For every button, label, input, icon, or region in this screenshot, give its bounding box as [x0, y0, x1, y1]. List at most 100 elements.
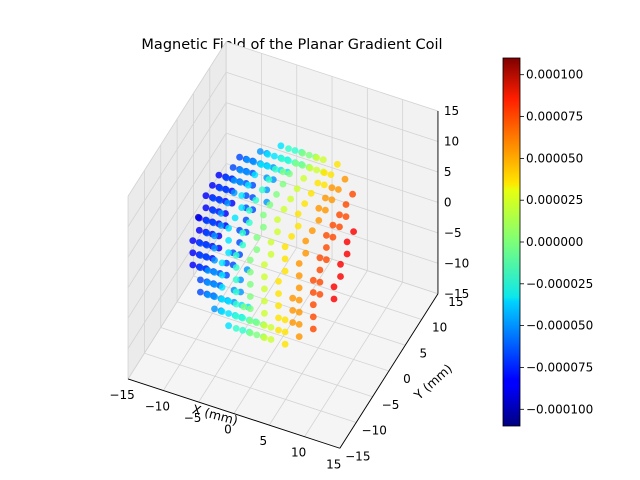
data-point: [275, 290, 282, 297]
data-point: [316, 291, 324, 298]
z-tick-label: −10: [444, 256, 469, 270]
data-point: [301, 200, 309, 208]
back-grid-z: [226, 41, 439, 112]
data-point: [230, 177, 238, 184]
data-point: [250, 158, 258, 166]
data-point: [245, 207, 253, 214]
data-point: [211, 305, 218, 313]
data-point: [211, 232, 218, 240]
data-point: [293, 185, 301, 193]
data-point: [239, 326, 247, 334]
data-point: [320, 181, 328, 189]
data-point: [189, 237, 197, 245]
data-point: [225, 237, 233, 244]
colorbar: −0.000100 −0.000075 −0.000050 −0.000025 0.00…: [502, 57, 593, 427]
data-point: [257, 161, 265, 169]
z-tick-label: 0: [444, 195, 452, 209]
data-point: [253, 319, 261, 327]
data-point: [243, 168, 251, 176]
data-point: [197, 264, 204, 272]
data-point: [225, 224, 233, 232]
data-point: [203, 229, 211, 237]
chart-title: Magnetic Field of the Planar Gradient Co…: [141, 37, 442, 53]
data-point: [217, 222, 225, 229]
data-point: [341, 175, 349, 183]
data-point: [323, 232, 330, 239]
data-point: [316, 266, 324, 274]
colorbar-tick-label: −0.000025: [526, 277, 593, 291]
data-point: [319, 156, 327, 164]
z-tick-label: 10: [444, 135, 459, 149]
x-tick-label: 10: [291, 446, 306, 460]
data-point: [195, 214, 203, 222]
data-point: [313, 166, 321, 174]
y-axis-label: Y (mm): [410, 361, 455, 403]
x-tick-label: 0: [224, 423, 232, 437]
data-point: [267, 336, 275, 343]
data-point: [305, 151, 313, 159]
x-axis-line: [127, 378, 340, 449]
data-point: [289, 319, 297, 326]
data-point: [295, 333, 303, 340]
data-point: [323, 256, 330, 264]
data-point: [211, 256, 218, 264]
x-tick-label: −15: [109, 388, 134, 402]
data-point: [289, 294, 297, 302]
data-point: [230, 189, 238, 197]
data-point: [279, 180, 287, 188]
data-point: [232, 325, 240, 332]
data-point: [292, 160, 300, 167]
data-point: [197, 288, 204, 296]
data-point: [315, 217, 323, 224]
data-point: [237, 166, 245, 174]
data-point: [243, 156, 251, 164]
data-point: [211, 268, 218, 276]
data-point: [287, 195, 294, 203]
data-point: [272, 165, 279, 173]
data-point: [264, 163, 272, 170]
data-point: [231, 214, 239, 222]
data-point: [246, 280, 254, 288]
colorbar-tick-label: 0.000100: [526, 68, 583, 82]
data-point: [238, 204, 246, 212]
data-point: [197, 276, 204, 284]
data-point: [232, 264, 240, 271]
data-point: [211, 281, 218, 288]
left-grid-z: [127, 41, 227, 197]
data-point: [281, 328, 289, 336]
floor-grid-y: [226, 224, 439, 295]
data-point: [197, 252, 204, 259]
data-point: [279, 168, 287, 176]
data-point: [277, 142, 285, 150]
data-point: [232, 251, 240, 259]
data-point: [288, 233, 295, 240]
data-point: [246, 293, 254, 300]
data-point: [308, 227, 316, 235]
z-tick-label: −15: [444, 287, 469, 301]
data-point: [267, 250, 275, 258]
data-point: [302, 249, 310, 257]
data-point: [260, 223, 267, 231]
data-point: [328, 196, 336, 204]
data-point: [246, 317, 254, 325]
data-point: [261, 285, 268, 293]
tick-labels: −15−10−5051015−15−10−5051015−15−10−50510…: [109, 104, 469, 471]
data-point: [278, 155, 286, 163]
data-point: [337, 260, 344, 268]
data-point: [285, 145, 292, 153]
data-point: [315, 204, 323, 212]
data-point: [299, 162, 306, 169]
data-point: [232, 300, 240, 308]
data-point: [343, 250, 351, 258]
grid-lines: [127, 41, 439, 449]
data-point: [256, 148, 264, 155]
data-point: [218, 296, 226, 303]
z-tick-label: 15: [444, 104, 459, 118]
colorbar-tick-label: −0.000100: [526, 402, 593, 416]
data-point: [229, 164, 237, 171]
data-point: [246, 256, 254, 264]
z-tick-label: 5: [444, 165, 452, 179]
data-point: [281, 267, 289, 275]
colorbar-gradient: [502, 57, 521, 427]
